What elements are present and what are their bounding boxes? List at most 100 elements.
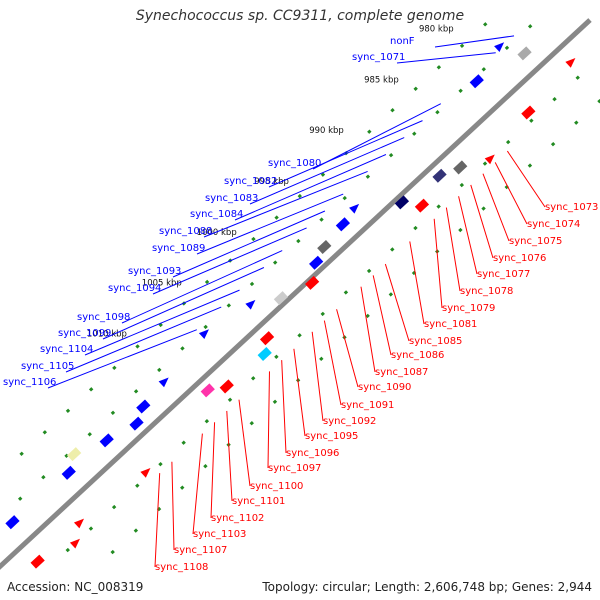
leader-line-left bbox=[47, 329, 198, 389]
gene-label-right: sync_1078 bbox=[460, 286, 513, 297]
track-tick bbox=[65, 408, 71, 413]
feature-arrow bbox=[494, 42, 505, 53]
leader-line-right bbox=[210, 422, 216, 519]
gene-label-left: sync_1106 bbox=[3, 377, 56, 388]
gene-label-left: sync_1084 bbox=[190, 209, 243, 220]
feature-arrow bbox=[198, 329, 209, 340]
leader-line-right bbox=[494, 162, 528, 225]
track-tick bbox=[483, 22, 488, 27]
feature-arrow bbox=[245, 299, 256, 310]
track-tick bbox=[390, 247, 395, 252]
track-tick bbox=[343, 290, 349, 295]
leader-line-right bbox=[433, 218, 443, 309]
feature-block bbox=[129, 416, 144, 431]
gene-label-right: sync_1103 bbox=[193, 529, 246, 540]
gene-label-left: sync_1093 bbox=[128, 266, 181, 277]
track-tick bbox=[597, 99, 600, 104]
track-tick bbox=[527, 24, 533, 29]
feature-block bbox=[309, 255, 324, 270]
track-tick bbox=[65, 547, 70, 553]
gene-label-right: sync_1073 bbox=[545, 202, 598, 213]
leader-line-right bbox=[482, 173, 510, 242]
track-tick bbox=[296, 238, 301, 244]
gene-label-right: sync_1085 bbox=[409, 336, 462, 347]
track-tick bbox=[319, 217, 324, 222]
leader-line-right bbox=[323, 320, 342, 406]
track-tick bbox=[110, 549, 115, 555]
leader-line-left bbox=[312, 103, 442, 170]
track-tick bbox=[158, 461, 163, 467]
gene-label-right: sync_1090 bbox=[358, 382, 411, 393]
leader-line-left bbox=[268, 120, 423, 188]
leader-line-left bbox=[84, 289, 240, 356]
track-tick bbox=[272, 260, 278, 265]
track-tick bbox=[87, 432, 92, 437]
track-tick bbox=[249, 421, 254, 426]
leader-line-right bbox=[238, 399, 251, 487]
leader-line-right bbox=[506, 150, 546, 208]
feature-arrow bbox=[565, 58, 576, 68]
scale-label: 1005 kbp bbox=[142, 279, 182, 289]
leader-line-right bbox=[409, 241, 425, 325]
leader-line-right bbox=[267, 371, 270, 469]
track-tick bbox=[111, 504, 117, 510]
track-tick bbox=[367, 129, 372, 134]
leader-line-left bbox=[234, 154, 387, 221]
feature-block bbox=[30, 554, 45, 569]
track-tick bbox=[365, 313, 370, 319]
leader-line-right bbox=[171, 461, 175, 551]
feature-block bbox=[67, 447, 82, 462]
track-tick bbox=[110, 410, 116, 416]
gene-label-right: sync_1102 bbox=[211, 513, 264, 524]
track-tick bbox=[297, 193, 302, 199]
scale-label: 1010 kbp bbox=[87, 330, 127, 340]
track-tick bbox=[320, 311, 325, 317]
track-tick bbox=[88, 387, 94, 392]
gene-label-right: sync_1074 bbox=[527, 219, 580, 230]
track-tick bbox=[413, 86, 418, 91]
leader-line-left bbox=[102, 267, 265, 340]
track-tick bbox=[133, 389, 139, 394]
leader-line-left bbox=[196, 193, 344, 255]
left-label-group: nonF sync_1071 sync_1080 sync_1082 sync_1083… bbox=[3, 35, 515, 389]
gene-label-left: sync_1082 bbox=[224, 176, 277, 187]
track-tick bbox=[458, 227, 463, 233]
feature-block bbox=[335, 217, 351, 232]
gene-label-left: sync_1080 bbox=[268, 158, 321, 169]
gene-label-right: sync_1075 bbox=[509, 236, 562, 247]
feature-block bbox=[257, 346, 272, 362]
gene-label-left: sync_1094 bbox=[108, 283, 161, 294]
feature-arrow bbox=[140, 468, 151, 478]
leader-line-left bbox=[434, 35, 515, 48]
track-tick bbox=[42, 430, 48, 435]
track-tick bbox=[41, 475, 46, 480]
track-tick bbox=[112, 365, 117, 371]
gene-label-left: sync_1088 bbox=[159, 226, 212, 237]
track-tick bbox=[529, 118, 534, 123]
track-tick bbox=[388, 152, 394, 158]
track-tick bbox=[482, 161, 488, 166]
track-tick bbox=[135, 344, 140, 349]
track-tick bbox=[272, 399, 278, 404]
feature-arrow bbox=[73, 518, 85, 529]
genome-summary-text: Topology: circular; Length: 2,606,748 bp… bbox=[262, 580, 592, 594]
track-tick bbox=[158, 322, 163, 328]
feature-arrow bbox=[484, 154, 495, 165]
track-tick bbox=[505, 139, 511, 145]
map-title: Synechococcus sp. CC9311, complete genom… bbox=[135, 8, 465, 24]
scale-label: 985 kbp bbox=[364, 75, 399, 85]
leader-line-left bbox=[172, 210, 326, 278]
feature-block bbox=[5, 515, 20, 530]
feature-arrow bbox=[158, 377, 169, 388]
leader-line-right bbox=[360, 286, 376, 373]
track-tick bbox=[436, 204, 441, 209]
feature-arrow bbox=[349, 203, 360, 214]
track-tick bbox=[227, 397, 233, 402]
leader-line-left bbox=[152, 227, 307, 295]
track-tick bbox=[481, 206, 486, 211]
scale-label: 995 kbp bbox=[254, 177, 289, 187]
track-tick bbox=[388, 292, 394, 297]
